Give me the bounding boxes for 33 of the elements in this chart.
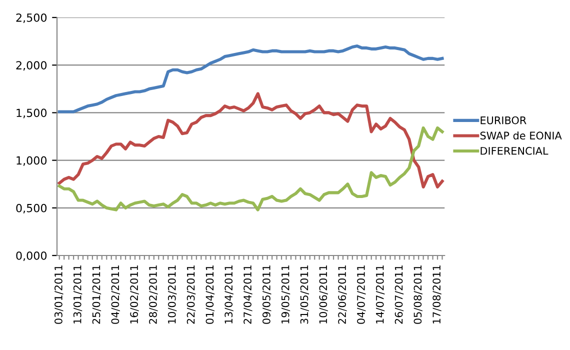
x-tick-label: 03/01/2011 [54, 265, 64, 324]
x-tick-label: 01/04/2011 [206, 265, 214, 324]
x-tick-label: 13/04/2011 [224, 265, 234, 324]
x-tick-label: 13/01/2011 [73, 265, 82, 324]
x-tick-label: 22/03/2011 [186, 265, 196, 324]
x-tick-label: 04/02/2011 [111, 265, 120, 324]
x-tick-label: 10/06/2011 [319, 265, 328, 324]
x-tick-label: 10/03/2011 [168, 265, 177, 324]
y-tick-label: 1,500 [16, 108, 47, 118]
x-tick-label: 14/07/2011 [376, 265, 385, 324]
line-series [58, 92, 444, 188]
x-tick-label: 22/06/2011 [338, 265, 347, 324]
x-tick-label: 31/05/2011 [300, 265, 309, 324]
x-tick-label: 16/02/2011 [130, 265, 139, 324]
y-tick-label: 2,500 [16, 13, 47, 24]
x-tick-label: 25/01/2011 [92, 265, 102, 324]
line-series [58, 44, 444, 114]
y-tick-label: 0,500 [16, 204, 47, 214]
x-tick-label: 27/04/2011 [244, 265, 252, 324]
y-tick-label: 1,000 [16, 156, 47, 166]
line-series [58, 126, 444, 212]
legend-label: DIFERENCIAL [480, 146, 548, 155]
x-tick-label: 09/05/2011 [262, 265, 272, 324]
x-tick-label: 17/08/2011 [432, 265, 442, 324]
x-tick-label: 26/07/2011 [394, 265, 404, 324]
x-tick-label: 19/05/2011 [281, 265, 290, 324]
legend-label: SWAP de EONIA [480, 131, 562, 140]
legend-label: EURIBOR [480, 116, 526, 124]
x-tick-label: 04/07/2011 [357, 265, 366, 324]
y-tick-label: 0,000 [16, 251, 47, 262]
x-tick-label: 05/08/2011 [414, 265, 422, 324]
x-tick-label: 28/02/2011 [149, 265, 158, 324]
y-tick-label: 2,000 [16, 61, 47, 71]
